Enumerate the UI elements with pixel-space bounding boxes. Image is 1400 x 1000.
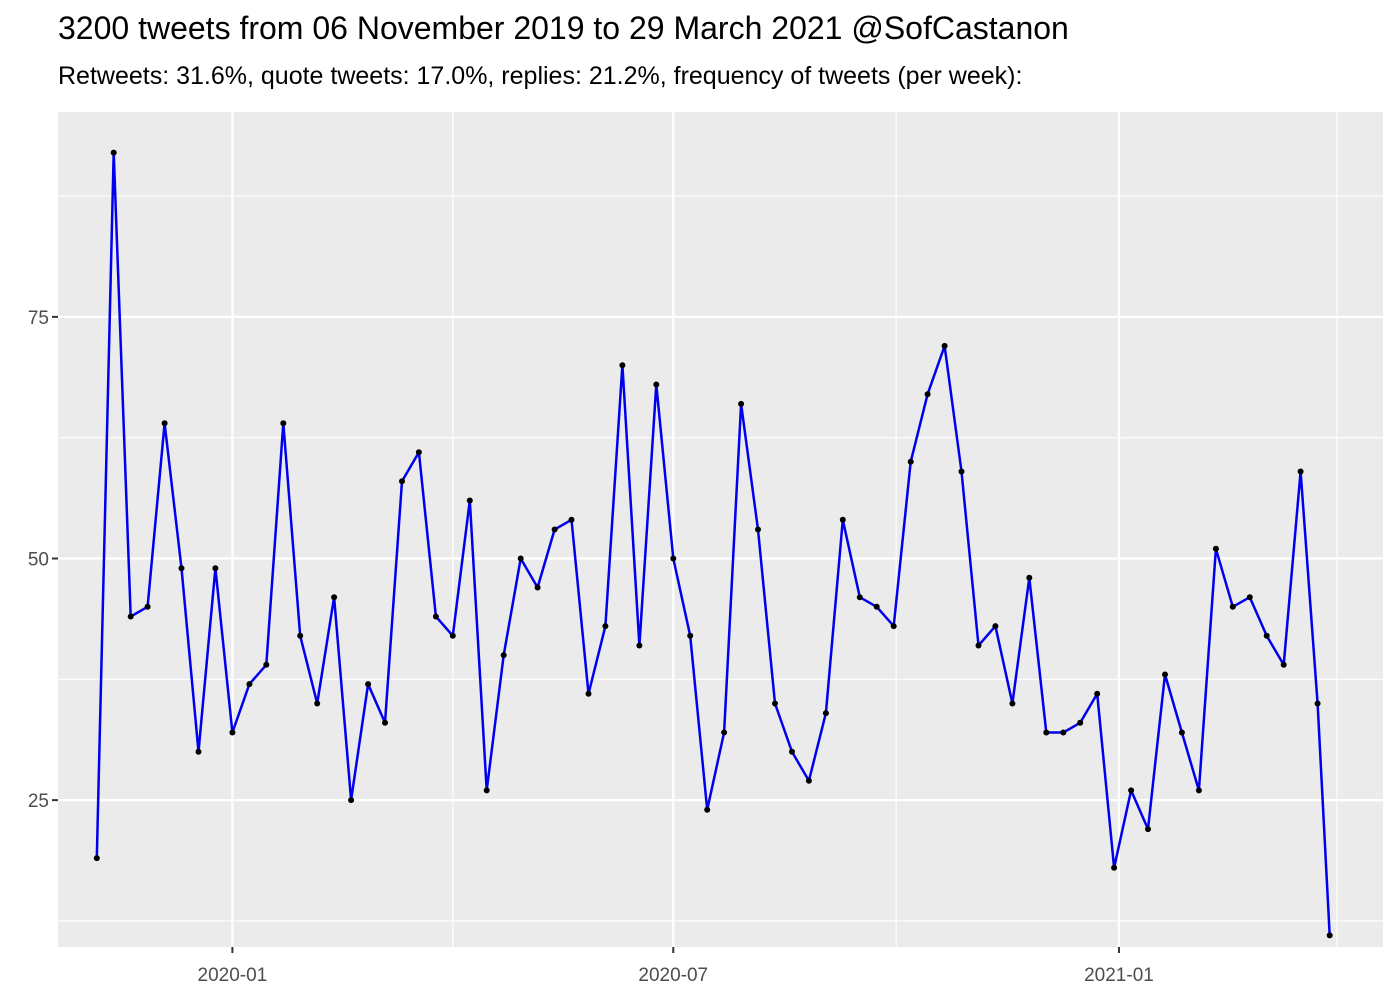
data-point (229, 729, 236, 736)
major-gridlines (58, 112, 1383, 947)
data-point (110, 149, 117, 156)
data-point (432, 613, 439, 620)
x-tick-label: 2020-07 (638, 965, 708, 986)
data-point (704, 806, 711, 813)
data-point (348, 797, 355, 804)
plot-panel (58, 112, 1383, 947)
data-point (1229, 603, 1236, 610)
data-point (602, 623, 609, 630)
data-point (331, 594, 338, 601)
data-point (839, 516, 846, 523)
data-point (246, 681, 253, 688)
data-point (1043, 729, 1050, 736)
data-point (890, 623, 897, 630)
data-point (195, 748, 202, 755)
data-point (924, 391, 931, 398)
data-point (941, 342, 948, 349)
y-tick-label: 50 (28, 549, 49, 570)
data-point (907, 458, 914, 465)
data-point (856, 594, 863, 601)
data-point (975, 642, 982, 649)
data-point (449, 632, 456, 639)
data-point (314, 700, 321, 707)
data-point (161, 420, 168, 427)
chart-subtitle: Retweets: 31.6%, quote tweets: 17.0%, re… (58, 62, 1023, 90)
minor-gridlines (58, 112, 1383, 947)
data-point (1128, 787, 1135, 794)
y-tick-label: 25 (28, 791, 49, 812)
data-point (415, 449, 422, 456)
data-point (822, 710, 829, 717)
data-point (178, 565, 185, 572)
data-point (721, 729, 728, 736)
data-point (585, 690, 592, 697)
data-point (93, 855, 100, 862)
data-point (399, 478, 405, 485)
data-point (297, 632, 304, 639)
data-point (263, 661, 270, 668)
data-point (653, 381, 660, 388)
data-point (1263, 632, 1270, 639)
chart-title: 3200 tweets from 06 November 2019 to 29 … (58, 10, 1069, 46)
data-point (772, 700, 778, 707)
series-line (95, 151, 1331, 936)
data-point (636, 642, 643, 649)
data-point (483, 787, 490, 794)
data-point (619, 362, 626, 369)
data-point (1162, 671, 1168, 678)
data-point (1009, 700, 1016, 707)
data-point (551, 526, 558, 533)
data-point (755, 526, 761, 533)
y-axis: 25 50 75 (28, 308, 58, 812)
data-points (93, 149, 1333, 939)
data-point (466, 497, 473, 504)
data-point (1326, 932, 1333, 939)
data-point (127, 613, 134, 620)
data-point (1212, 545, 1219, 552)
data-point (1026, 574, 1033, 581)
x-tick-label: 2020-01 (198, 965, 268, 986)
data-point (1094, 690, 1101, 697)
data-point (1246, 594, 1253, 601)
data-point (670, 555, 677, 562)
data-point (1297, 468, 1304, 475)
data-point (1145, 826, 1151, 833)
y-tick-label: 75 (28, 308, 49, 329)
data-point (992, 623, 999, 630)
data-point (1178, 729, 1185, 736)
data-point (1077, 719, 1084, 726)
data-point (144, 603, 151, 610)
data-point (568, 516, 575, 523)
data-point (500, 652, 507, 659)
data-point (789, 748, 795, 755)
data-point (1195, 787, 1202, 794)
data-point (1280, 661, 1287, 668)
data-point (382, 719, 388, 726)
data-point (1111, 864, 1118, 871)
x-axis: 2020-01 2020-07 2021-01 (198, 947, 1154, 986)
data-point (958, 468, 965, 475)
data-point (738, 400, 745, 407)
data-point (517, 555, 524, 562)
data-point (805, 777, 812, 784)
data-point (534, 584, 541, 591)
data-point (687, 632, 694, 639)
data-point (280, 420, 287, 427)
data-point (212, 565, 219, 572)
data-point (1060, 729, 1067, 736)
data-point (873, 603, 880, 610)
data-point (1314, 700, 1321, 707)
x-tick-label: 2021-01 (1084, 965, 1154, 986)
data-point (365, 681, 372, 688)
